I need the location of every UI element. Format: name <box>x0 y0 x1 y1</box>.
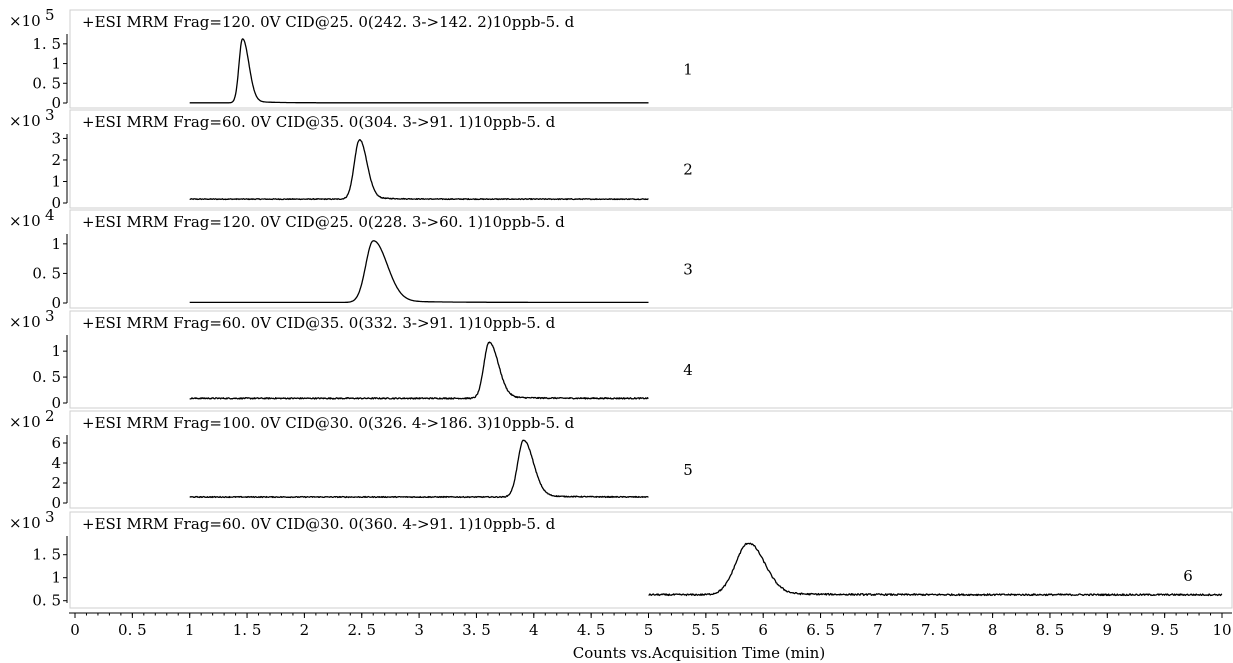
chromatogram-trace <box>189 240 649 304</box>
y-tick-label: 6 <box>51 434 61 452</box>
chart-panel-3: 0 0. 5 1 ×10 4 +ESI MRM Frag=120. 0V CID@25. … <box>9 206 1233 312</box>
y-tick-label: 0 <box>51 194 61 212</box>
x-axis: 0 0. 5 1 1. 5 2 2. 5 3 3. 5 4 4. 5 5 5. 5 6 6. 5 7 7. 5… <box>69 612 1232 639</box>
y-tick-label: 3 <box>51 129 61 147</box>
peak-number-label: 4 <box>683 361 693 379</box>
y-multiplier: ×10 <box>9 112 41 130</box>
x-tick-label: 2 <box>300 621 310 639</box>
y-tick-label: 1 <box>51 172 61 190</box>
y-multiplier-exponent: 3 <box>45 106 55 124</box>
x-tick-label: 7. 5 <box>921 621 950 639</box>
y-multiplier-exponent: 4 <box>45 206 55 224</box>
y-tick-label: 1 <box>51 55 61 73</box>
panel-title: +ESI MRM Frag=60. 0V CID@30. 0(360. 4->9… <box>82 515 556 533</box>
x-tick-label: 3 <box>414 621 424 639</box>
y-tick-label: 0 <box>51 394 61 412</box>
x-tick-label: 4. 5 <box>577 621 606 639</box>
chromatogram-trace <box>189 138 649 201</box>
y-multiplier-exponent: 2 <box>45 407 55 425</box>
y-tick-label: 0. 5 <box>32 74 61 92</box>
peak-number-label: 6 <box>1183 567 1193 585</box>
peak-number-label: 5 <box>683 461 693 479</box>
panel-title: +ESI MRM Frag=120. 0V CID@25. 0(242. 3->… <box>82 13 575 31</box>
chromatogram-panels: 00. 511. 5×10 5 +ESI MRM Frag=120. 0V CID@… <box>9 6 1233 610</box>
peak-number-label: 3 <box>683 261 693 279</box>
x-tick-label: 9. 5 <box>1150 621 1179 639</box>
panel-frame <box>69 511 1233 609</box>
panel-frame <box>69 9 1233 109</box>
y-tick-label: 2 <box>51 151 61 169</box>
y-multiplier-exponent: 5 <box>45 6 55 24</box>
y-multiplier: ×10 <box>9 413 41 431</box>
x-tick-label: 1 <box>185 621 195 639</box>
y-multiplier: ×10 <box>9 514 41 532</box>
chart-panel-1: 00. 511. 5×10 5 +ESI MRM Frag=120. 0V CID@… <box>9 6 1233 112</box>
x-tick-label: 2. 5 <box>347 621 376 639</box>
y-tick-label: 0 <box>51 494 61 512</box>
peak-number-label: 1 <box>683 61 693 79</box>
x-tick-label: 7 <box>873 621 883 639</box>
y-tick-label: 0. 5 <box>32 592 61 610</box>
chromatogram-trace <box>189 439 649 499</box>
y-tick-label: 0. 5 <box>32 368 61 386</box>
x-tick-label: 8. 5 <box>1036 621 1065 639</box>
panel-title: +ESI MRM Frag=60. 0V CID@35. 0(304. 3->9… <box>82 113 556 131</box>
x-tick-label: 10 <box>1212 621 1231 639</box>
x-axis-label: Counts vs.Acquisition Time (min) <box>573 644 825 662</box>
x-tick-label: 5. 5 <box>692 621 721 639</box>
y-tick-label: 4 <box>51 454 61 472</box>
peak-number-label: 2 <box>683 161 693 179</box>
x-tick-label: 0 <box>70 621 80 639</box>
panel-frame <box>69 410 1233 509</box>
x-tick-label: 9 <box>1103 621 1113 639</box>
chart-panel-6: 0. 5 1 1. 5 ×10 3 +ESI MRM Frag=60. 0V CID@30… <box>9 508 1233 610</box>
panel-title: +ESI MRM Frag=60. 0V CID@35. 0(332. 3->9… <box>82 314 556 332</box>
y-tick-label: 1. 5 <box>32 35 61 53</box>
x-tick-label: 5 <box>644 621 654 639</box>
y-tick-label: 1 <box>51 569 61 587</box>
y-tick-label: 0. 5 <box>32 264 61 282</box>
y-multiplier: ×10 <box>9 212 41 230</box>
x-tick-label: 1. 5 <box>233 621 262 639</box>
x-tick-label: 3. 5 <box>462 621 491 639</box>
y-multiplier-exponent: 3 <box>45 307 55 325</box>
y-tick-label: 1 <box>51 235 61 253</box>
y-tick-label: 0 <box>51 294 61 312</box>
chromatogram-trace <box>189 341 649 400</box>
x-tick-label: 8 <box>988 621 998 639</box>
y-tick-label: 0 <box>51 94 61 112</box>
y-multiplier-exponent: 3 <box>45 508 55 526</box>
panel-frame <box>69 310 1233 409</box>
panel-title: +ESI MRM Frag=100. 0V CID@30. 0(326. 4->… <box>82 414 575 432</box>
y-tick-label: 1. 5 <box>32 546 61 564</box>
y-tick-label: 2 <box>51 474 61 492</box>
y-multiplier: ×10 <box>9 313 41 331</box>
y-tick-label: 1 <box>51 342 61 360</box>
x-tick-label: 6. 5 <box>806 621 835 639</box>
chromatogram-trace <box>189 38 649 104</box>
chart-panel-4: 0 0. 5 1 ×10 3 +ESI MRM Frag=60. 0V CID@35. 0… <box>9 307 1233 412</box>
panel-frame <box>69 109 1233 209</box>
x-tick-label: 4 <box>529 621 539 639</box>
panel-frame <box>69 209 1233 309</box>
x-tick-label: 6 <box>758 621 768 639</box>
chromatogram-trace <box>648 542 1223 597</box>
x-tick-label: 0. 5 <box>118 621 147 639</box>
y-multiplier: ×10 <box>9 12 41 30</box>
panel-title: +ESI MRM Frag=120. 0V CID@25. 0(228. 3->… <box>82 213 565 231</box>
